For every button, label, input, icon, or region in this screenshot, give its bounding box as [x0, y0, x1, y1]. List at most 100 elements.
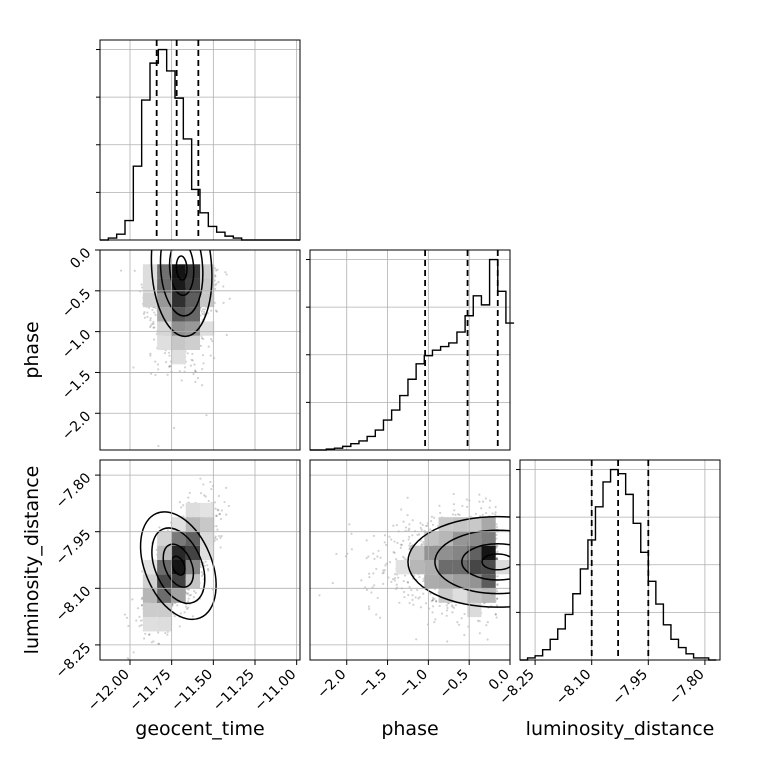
- xtick-label-geocent_time-1: −11.75: [127, 667, 175, 715]
- sample-point-2-288: [488, 506, 491, 509]
- sample-point-0-601: [146, 315, 149, 318]
- sample-point-1-1063: [210, 487, 213, 491]
- sample-point-2-856: [402, 539, 405, 543]
- sample-point-2-857: [318, 594, 321, 597]
- sample-point-1-496: [157, 642, 160, 645]
- sample-point-2-134: [461, 504, 464, 508]
- sample-point-0-1242: [210, 309, 213, 312]
- sample-point-1-286: [147, 633, 151, 636]
- density-cell-2-12-9: [481, 517, 496, 532]
- sample-point-2-1116: [350, 548, 353, 551]
- density-cell-1-3-2: [142, 617, 158, 632]
- sample-point-0-258: [201, 367, 204, 371]
- sample-point-0-231: [189, 364, 192, 367]
- sample-point-2-478: [417, 597, 420, 600]
- sample-point-2-143: [385, 543, 388, 547]
- sample-point-2-202: [365, 539, 368, 542]
- sample-point-0-787: [214, 284, 217, 287]
- contour-2-0: [407, 515, 510, 608]
- sample-point-1-312: [127, 624, 130, 628]
- sample-point-2-338: [373, 557, 376, 560]
- density-cell-2-13-6: [495, 560, 510, 575]
- density-cell-1-4-3: [157, 602, 172, 618]
- density-cell-0-6-9: [185, 307, 200, 322]
- sample-point-0-1245: [152, 326, 155, 329]
- sample-point-2-189: [431, 599, 434, 602]
- sample-point-2-1129: [406, 514, 409, 517]
- sample-point-2-182: [496, 544, 499, 547]
- sample-point-1-1300: [217, 509, 220, 512]
- sample-point-2-301: [350, 532, 353, 535]
- sample-point-2-413: [438, 504, 441, 507]
- sample-point-2-334: [454, 513, 457, 516]
- xtick-label-phase-2: −1.0: [396, 667, 431, 702]
- sample-point-2-929: [407, 538, 410, 541]
- sample-point-1-737: [152, 640, 155, 643]
- frames-layer: [95, 39, 721, 665]
- density-cell-1-3-5: [142, 574, 158, 589]
- ytick-label-phase-2: −1.0: [59, 327, 94, 362]
- ytick-label-phase-3: −0.5: [59, 286, 94, 321]
- sample-point-2-1245: [451, 605, 454, 608]
- sample-point-0-1351: [214, 309, 218, 312]
- density-cell-1-3-3: [142, 602, 158, 618]
- sample-point-1-1083: [227, 504, 230, 508]
- sample-point-2-127: [398, 601, 401, 604]
- sample-point-2-662: [408, 523, 411, 526]
- sample-point-1-254: [176, 604, 179, 607]
- sample-point-0-1303: [154, 373, 157, 377]
- sample-point-2-401: [383, 541, 386, 544]
- sample-point-1-1392: [191, 615, 195, 618]
- density-cell-1-6-10: [185, 502, 200, 518]
- sample-point-2-394: [429, 592, 432, 595]
- panel-frame-1-1: [309, 249, 511, 451]
- density-cell-0-6-10: [185, 292, 200, 308]
- sample-point-2-983: [454, 604, 458, 607]
- xtick-label-luminosity_distance-3: −7.80: [666, 667, 708, 709]
- sample-point-0-97: [119, 269, 123, 272]
- sample-point-2-1141: [456, 513, 460, 516]
- sample-point-0-1221: [210, 337, 213, 341]
- sample-point-1-100: [215, 514, 218, 518]
- sample-point-1-901: [184, 605, 188, 608]
- sample-point-2-552: [496, 590, 499, 593]
- sample-point-1-1020: [207, 569, 210, 572]
- sample-point-2-925: [395, 523, 398, 527]
- sample-point-1-756: [194, 591, 197, 594]
- sample-point-2-74: [420, 528, 423, 531]
- sample-point-2-44: [406, 496, 409, 499]
- density-cell-0-5-7: [171, 335, 186, 350]
- sample-point-2-1183: [458, 513, 461, 516]
- sample-point-1-240: [187, 606, 190, 609]
- sample-point-2-1056: [465, 498, 468, 501]
- sample-point-0-1302: [168, 365, 171, 368]
- sample-point-2-198: [395, 583, 398, 586]
- sample-point-2-1232: [419, 539, 422, 542]
- panel-frame-2-2: [519, 459, 721, 661]
- sample-point-1-120: [144, 632, 147, 635]
- sample-point-1-680: [148, 633, 151, 636]
- sample-point-0-352: [203, 310, 206, 314]
- sample-point-2-894: [486, 621, 489, 624]
- sample-point-0-672: [151, 308, 154, 312]
- sample-point-1-553: [204, 560, 207, 563]
- sample-point-2-121: [348, 523, 351, 526]
- sample-point-1-1276: [182, 504, 185, 507]
- sample-point-1-1052: [139, 619, 143, 622]
- sample-point-0-1120: [154, 313, 157, 317]
- sample-point-2-418: [365, 557, 368, 560]
- sample-point-0-1251: [149, 324, 153, 327]
- sample-point-1-578: [215, 538, 219, 541]
- sample-point-0-1184: [201, 354, 205, 357]
- sample-point-2-1226: [410, 589, 413, 592]
- sample-point-2-411: [495, 558, 498, 561]
- sample-point-1-1216: [140, 624, 143, 627]
- sample-point-2-7: [379, 556, 382, 559]
- sample-point-2-5: [439, 511, 442, 515]
- sample-point-1-1357: [180, 506, 183, 509]
- sample-point-2-630: [404, 574, 407, 577]
- sample-point-2-310: [486, 638, 489, 641]
- sample-point-1-388: [178, 501, 181, 504]
- sample-point-1-249: [219, 517, 223, 521]
- sample-point-2-972: [496, 557, 499, 560]
